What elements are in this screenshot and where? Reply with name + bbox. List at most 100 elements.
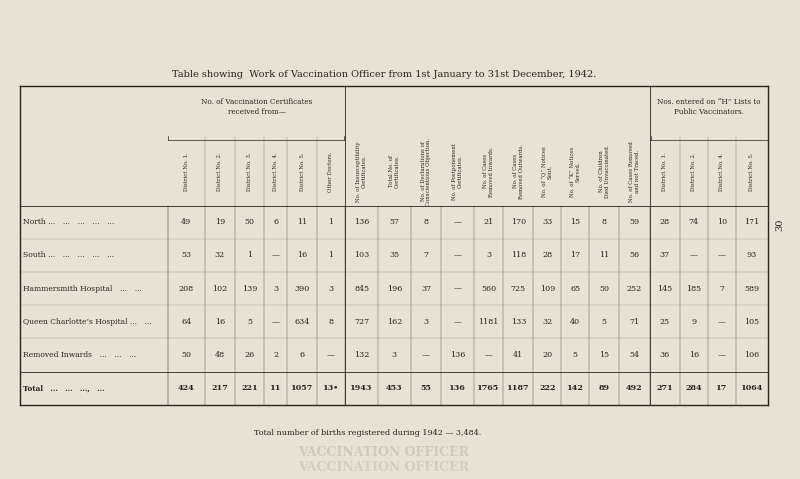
Text: 424: 424 [178,384,194,392]
Text: 7: 7 [423,251,429,260]
Text: —: — [454,285,462,293]
Text: 35: 35 [390,251,399,260]
Text: —: — [485,351,493,359]
Text: 589: 589 [744,285,759,293]
Text: 252: 252 [627,285,642,293]
Text: 28: 28 [542,251,552,260]
Text: 40: 40 [570,318,580,326]
Text: 9: 9 [691,318,696,326]
Text: 65: 65 [570,285,580,293]
Text: 41: 41 [513,351,523,359]
Text: 64: 64 [182,318,191,326]
Text: 5: 5 [602,318,606,326]
Text: Removed Inwards ... ... ...: Removed Inwards ... ... ... [23,351,137,359]
Text: 30: 30 [775,219,785,231]
Text: 109: 109 [539,285,555,293]
Text: 28: 28 [660,218,670,226]
Text: 25: 25 [660,318,670,326]
Text: 221: 221 [241,384,258,392]
Text: —: — [690,251,698,260]
Text: 133: 133 [510,318,526,326]
Text: Nos. entered on “H” Lists to
Public Vaccinators.: Nos. entered on “H” Lists to Public Vacc… [657,98,761,115]
Text: 196: 196 [386,285,402,293]
Text: 71: 71 [630,318,639,326]
Text: No. of Insusceptibility
Certificates.: No. of Insusceptibility Certificates. [356,141,367,202]
Text: 145: 145 [657,285,673,293]
Text: 1187: 1187 [507,384,530,392]
Text: 845: 845 [354,285,369,293]
Text: 26: 26 [244,351,254,359]
Text: 105: 105 [744,318,759,326]
Text: Table showing  Work of Vaccination Officer from 1st January to 31st December, 19: Table showing Work of Vaccination Office… [172,70,596,79]
Text: No. of Cases
Removed Inwards.: No. of Cases Removed Inwards. [483,146,494,197]
Text: —: — [327,351,335,359]
Text: 8: 8 [602,218,606,226]
Text: 49: 49 [182,218,191,226]
Text: District No. 2.: District No. 2. [691,152,696,191]
Text: 10: 10 [717,218,727,226]
Text: 50: 50 [245,218,254,226]
Text: 162: 162 [386,318,402,326]
Text: 36: 36 [660,351,670,359]
Text: No. of Cases Removed
and not Traced.: No. of Cases Removed and not Traced. [629,141,640,202]
Text: Other Doctors.: Other Doctors. [329,151,334,192]
Text: District No. 4.: District No. 4. [274,152,278,191]
Text: 634: 634 [294,318,310,326]
Text: 17: 17 [716,384,727,392]
Text: 136: 136 [354,218,370,226]
Text: 16: 16 [689,351,699,359]
Text: 17: 17 [570,251,580,260]
Text: No. of Cases
Removed Outwards.: No. of Cases Removed Outwards. [513,144,524,199]
Text: —: — [454,218,462,226]
Text: 21: 21 [483,218,494,226]
Text: 271: 271 [657,384,673,392]
Text: 1181: 1181 [478,318,498,326]
Text: 8: 8 [329,318,334,326]
Text: 11: 11 [297,218,307,226]
Text: 32: 32 [542,318,552,326]
Text: 106: 106 [744,351,759,359]
Text: —: — [718,318,726,326]
Text: 37: 37 [660,251,670,260]
Text: VACCINATION OFFICER: VACCINATION OFFICER [298,460,470,474]
Text: 16: 16 [297,251,307,260]
Text: 15: 15 [570,218,580,226]
Text: 185: 185 [686,285,702,293]
Text: 57: 57 [390,218,399,226]
Text: 11: 11 [270,384,282,392]
Text: District No. 5.: District No. 5. [750,152,754,191]
Text: 390: 390 [294,285,310,293]
Text: 1: 1 [329,218,334,226]
Text: 1: 1 [247,251,252,260]
Text: 50: 50 [599,285,609,293]
Text: 33: 33 [542,218,552,226]
Text: Total number of births registered during 1942 — 3,484.: Total number of births registered during… [254,430,482,437]
Text: Total ... ... ..., ...: Total ... ... ..., ... [23,384,105,392]
Text: 5: 5 [247,318,252,326]
Text: 5: 5 [573,351,578,359]
Text: 118: 118 [510,251,526,260]
Text: 1943: 1943 [350,384,373,392]
Text: 560: 560 [481,285,496,293]
Text: 7: 7 [719,285,724,293]
Text: 19: 19 [214,218,225,226]
Text: 142: 142 [567,384,584,392]
Text: 59: 59 [630,218,639,226]
Text: 139: 139 [242,285,257,293]
Text: —: — [454,251,462,260]
Text: 136: 136 [449,384,466,392]
Text: 11: 11 [599,251,610,260]
Text: 1765: 1765 [478,384,500,392]
Text: 3: 3 [423,318,429,326]
Text: 15: 15 [599,351,610,359]
Text: North ... ... ... ... ...: North ... ... ... ... ... [23,218,114,226]
Text: 8: 8 [423,218,429,226]
Text: —: — [454,318,462,326]
Text: 56: 56 [630,251,639,260]
Text: No. of “Q” Notices
Sent.: No. of “Q” Notices Sent. [542,146,553,197]
Text: 171: 171 [744,218,759,226]
Text: District No. 4.: District No. 4. [719,152,724,191]
Text: 1: 1 [329,251,334,260]
Text: 13•: 13• [323,384,339,392]
Text: 132: 132 [354,351,370,359]
